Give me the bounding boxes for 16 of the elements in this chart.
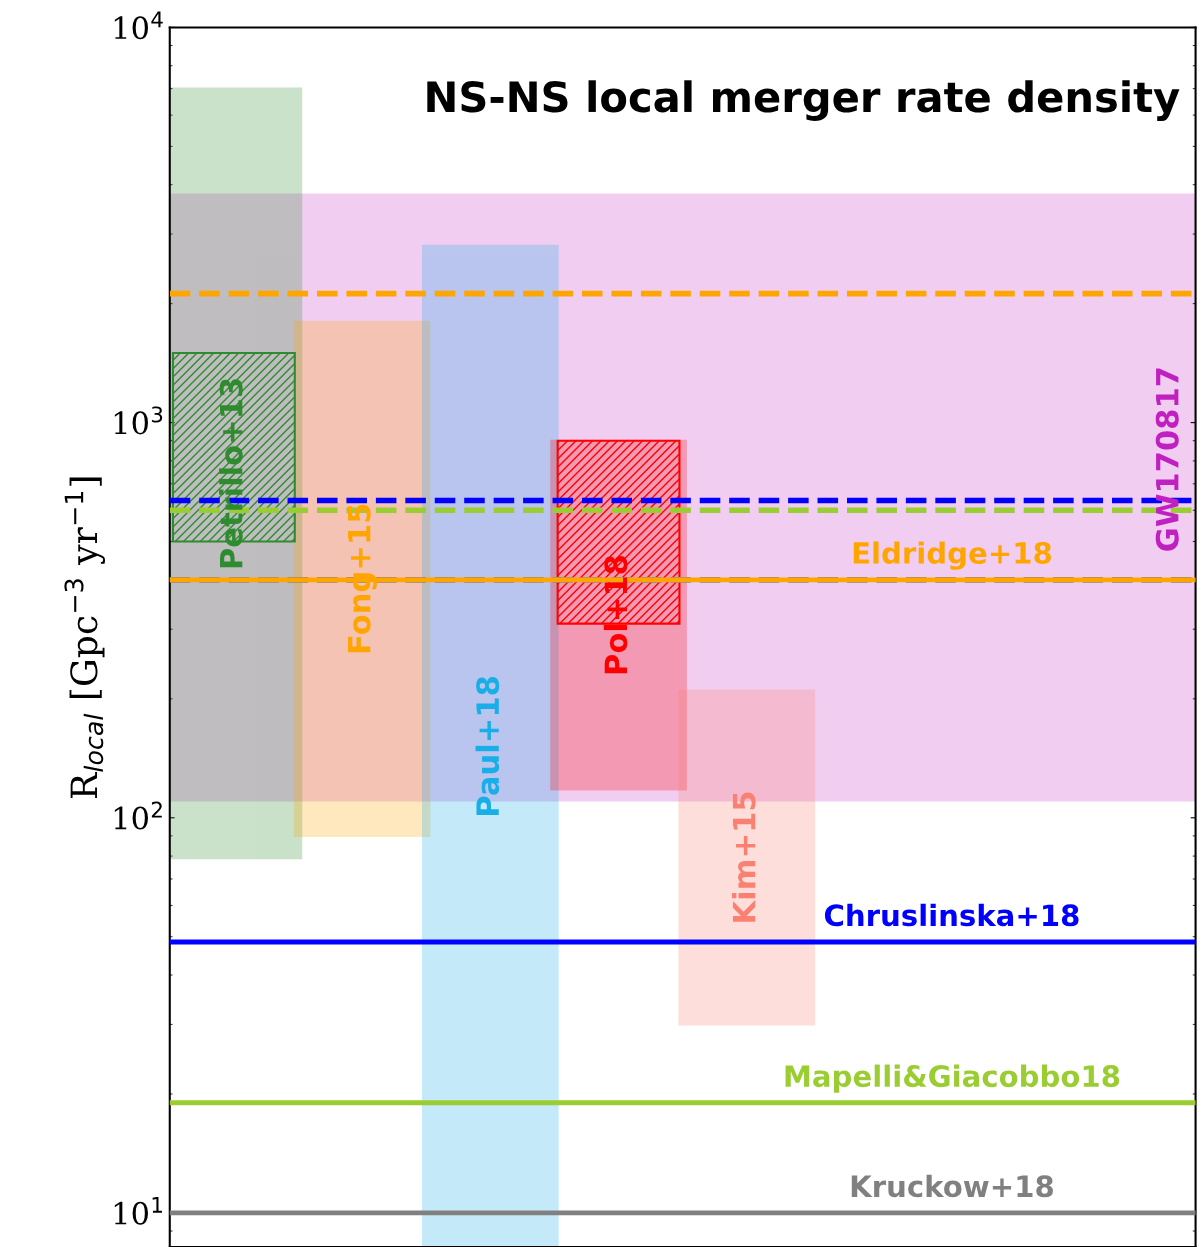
series-label: Fong+15 [348, 504, 377, 653]
y-tick-label: 10$^{4}$ [114, 11, 163, 40]
ref-line-label: Eldridge+18 [853, 541, 1052, 570]
band-label: GW170817 [1155, 368, 1179, 551]
ref-line-label: Mapelli&Giacobbo18 [785, 1064, 1120, 1093]
ref-line-label: Kruckow+18 [851, 1174, 1053, 1198]
series-label: Kim+15 [731, 792, 756, 922]
text: NS-NS local merger rate density [427, 80, 1180, 121]
y-tick-label: 10$^{1}$ [114, 1197, 162, 1225]
ref-line-label: Chruslinska+18 [824, 903, 1079, 927]
y-tick-label: 10$^{2}$ [114, 801, 162, 830]
series-label: Paul+18 [475, 677, 500, 815]
series-label: Pol+18 [603, 555, 628, 674]
y-axis-title: R$_{local}$ [Gpc$^{−3}$ yr$^{−1}$] [64, 477, 106, 799]
y-tick-label: 10$^{3}$ [114, 406, 163, 435]
series-label: Petrillo+13 [219, 379, 243, 568]
